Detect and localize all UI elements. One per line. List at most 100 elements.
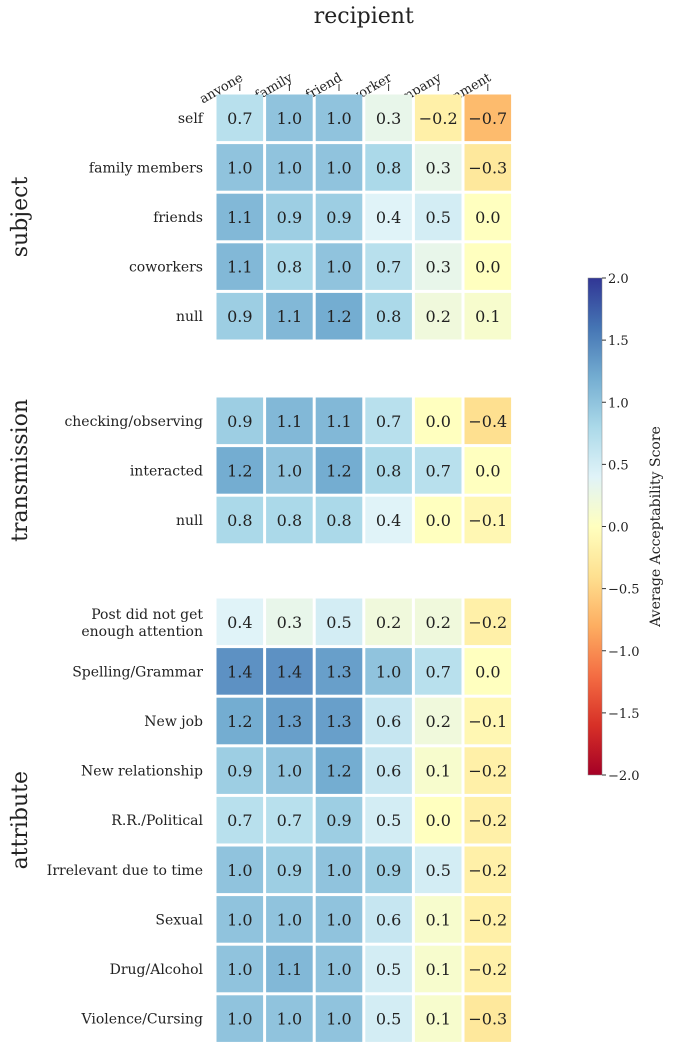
colorbar-tick-label: 1.0 bbox=[608, 396, 629, 411]
cell-value-label: 1.2 bbox=[326, 461, 351, 480]
heatmap-cell bbox=[365, 397, 412, 445]
heatmap-cell bbox=[365, 193, 412, 241]
heatmap-cell bbox=[266, 846, 313, 894]
heatmap-cell bbox=[266, 945, 313, 993]
cell-value-label: 1.0 bbox=[326, 258, 351, 277]
heatmap-cell bbox=[216, 747, 264, 794]
heatmap-cell bbox=[464, 846, 512, 894]
cell-value-label: 0.7 bbox=[376, 412, 401, 431]
heatmap-cell bbox=[216, 945, 264, 993]
cell-value-label: 0.0 bbox=[475, 258, 500, 277]
colorbar-tick-label: −1.0 bbox=[608, 645, 640, 660]
cell-value-label: 0.5 bbox=[425, 861, 450, 880]
cell-value-label: 0.0 bbox=[475, 461, 500, 480]
cell-value-label: 1.0 bbox=[326, 1010, 351, 1029]
cell-value-label: 0.6 bbox=[376, 762, 401, 781]
heatmap-cell bbox=[414, 94, 462, 142]
cell-value-label: −0.2 bbox=[468, 811, 507, 830]
heatmap-cell bbox=[315, 243, 363, 290]
heatmap-cell bbox=[216, 292, 264, 340]
cell-value-label: 0.2 bbox=[425, 712, 450, 731]
colorbar-tick-label: 0.5 bbox=[608, 458, 629, 473]
heatmap-cell bbox=[464, 447, 512, 494]
cell-value-label: 1.0 bbox=[227, 861, 252, 880]
cell-value-label: 0.4 bbox=[376, 511, 401, 530]
colorbar-tick-label: −1.5 bbox=[608, 707, 640, 722]
heatmap-cell bbox=[414, 896, 462, 943]
cell-value-label: 0.5 bbox=[376, 960, 401, 979]
colorbar-tick-label: 2.0 bbox=[608, 272, 629, 287]
cell-value-label: 0.8 bbox=[376, 307, 401, 326]
heatmap-cell bbox=[216, 496, 264, 544]
cell-value-label: 0.7 bbox=[277, 811, 302, 830]
cell-value-label: 0.9 bbox=[227, 307, 252, 326]
heatmap-cell bbox=[315, 94, 363, 142]
colorbar-gradient bbox=[587, 277, 603, 776]
cell-value-label: 1.0 bbox=[326, 109, 351, 128]
row-label: interacted bbox=[130, 463, 203, 479]
heatmap-cell bbox=[464, 995, 512, 1042]
cell-value-label: 0.9 bbox=[326, 208, 351, 227]
cell-value-label: 0.6 bbox=[376, 712, 401, 731]
cell-value-label: −0.2 bbox=[468, 910, 507, 929]
cell-value-label: 0.3 bbox=[277, 613, 302, 632]
cell-value-label: 0.7 bbox=[227, 109, 252, 128]
cell-value-label: 0.8 bbox=[376, 158, 401, 177]
heatmap-cell bbox=[216, 447, 264, 494]
heatmap-cell bbox=[315, 945, 363, 993]
cell-value-label: 1.1 bbox=[227, 258, 252, 277]
cell-value-label: 1.0 bbox=[376, 662, 401, 681]
group-label: subject bbox=[8, 177, 33, 258]
row-label: coworkers bbox=[129, 260, 203, 276]
heatmap-cell bbox=[315, 292, 363, 340]
heatmap-cell bbox=[464, 796, 512, 844]
cell-value-label: 0.3 bbox=[376, 109, 401, 128]
heatmap-cell bbox=[315, 648, 363, 695]
cell-value-label: 1.2 bbox=[326, 307, 351, 326]
heatmap-cell bbox=[315, 896, 363, 943]
heatmap-cell bbox=[414, 648, 462, 695]
cell-value-label: −0.4 bbox=[468, 412, 507, 431]
heatmap-cell bbox=[266, 397, 313, 445]
cell-value-label: 1.1 bbox=[227, 208, 252, 227]
heatmap-cell bbox=[266, 697, 313, 745]
heatmap-cell bbox=[464, 945, 512, 993]
cell-value-label: 0.2 bbox=[425, 613, 450, 632]
heatmap-cell bbox=[266, 496, 313, 544]
cell-value-label: 1.0 bbox=[227, 158, 252, 177]
cell-value-label: −0.2 bbox=[468, 861, 507, 880]
heatmap-cell bbox=[315, 397, 363, 445]
heatmap-cell bbox=[266, 144, 313, 191]
cell-value-label: −0.3 bbox=[468, 158, 507, 177]
heatmap-cell bbox=[315, 995, 363, 1042]
cell-value-label: 1.0 bbox=[326, 910, 351, 929]
cell-value-label: 0.4 bbox=[227, 613, 252, 632]
row-label: null bbox=[176, 513, 204, 529]
colorbar: 2.0 1.5 1.0 0.5 0.0 −0.5 −1.0 −1.5 −2.0 Average A… bbox=[587, 272, 664, 784]
heatmap-cell bbox=[365, 94, 412, 142]
heatmap-cell bbox=[216, 598, 264, 646]
cell-value-label: 1.1 bbox=[277, 960, 302, 979]
cell-value-label: 1.0 bbox=[227, 910, 252, 929]
heatmap-cell bbox=[365, 796, 412, 844]
row-label: R.R./Political bbox=[111, 813, 203, 829]
cell-value-label: 0.5 bbox=[425, 208, 450, 227]
heatmap-cell bbox=[315, 846, 363, 894]
heatmap-cells: 0.7 1.0 1.0 0.3 −0.2 −0.7 1.0 1.0 1.0 0.8 0.3 −0.3 1… bbox=[216, 94, 512, 1042]
row-labels: self family members friends coworkers null ch… bbox=[47, 111, 205, 1028]
cell-value-label: 0.2 bbox=[376, 613, 401, 632]
heatmap-cell bbox=[414, 243, 462, 290]
heatmap-cell bbox=[216, 193, 264, 241]
heatmap-cell bbox=[464, 598, 512, 646]
heatmap-cell bbox=[414, 496, 462, 544]
heatmap-cell bbox=[266, 995, 313, 1042]
heatmap-cell bbox=[365, 292, 412, 340]
cell-value-label: 1.3 bbox=[326, 712, 351, 731]
heatmap-cell bbox=[266, 598, 313, 646]
cell-value-label: 1.0 bbox=[277, 762, 302, 781]
cell-value-label: 1.0 bbox=[227, 1010, 252, 1029]
cell-value-label: −0.1 bbox=[468, 712, 507, 731]
heatmap-cell bbox=[365, 697, 412, 745]
cell-value-label: 0.3 bbox=[425, 158, 450, 177]
